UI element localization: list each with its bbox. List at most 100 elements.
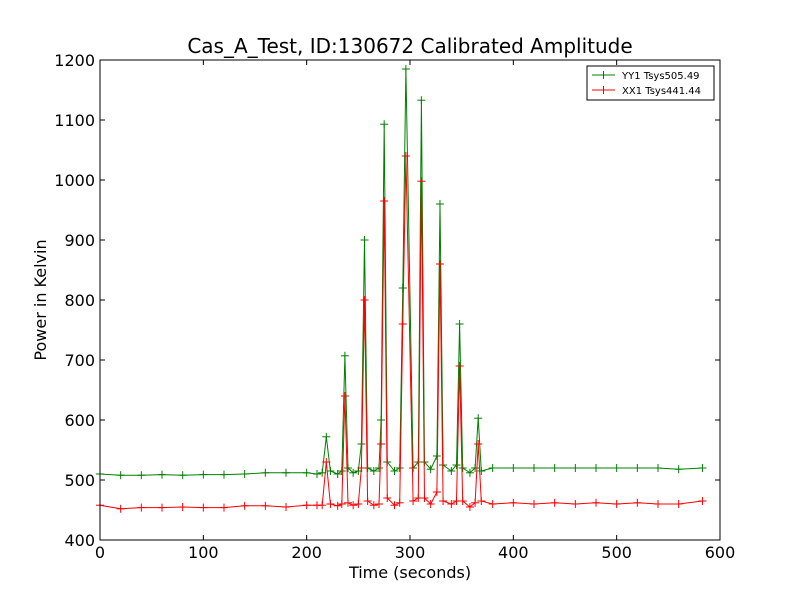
data-point bbox=[158, 503, 166, 512]
data-point bbox=[326, 500, 335, 508]
data-point bbox=[426, 465, 435, 474]
data-point bbox=[471, 464, 480, 472]
data-point bbox=[530, 464, 538, 472]
data-point bbox=[322, 458, 331, 466]
data-point bbox=[375, 500, 383, 508]
data-point bbox=[380, 120, 389, 129]
data-point bbox=[465, 468, 474, 477]
data-point bbox=[465, 503, 474, 511]
data-point bbox=[447, 467, 456, 475]
data-point bbox=[383, 494, 392, 502]
data-point bbox=[592, 464, 600, 472]
data-point bbox=[199, 503, 208, 512]
data-point bbox=[455, 320, 464, 328]
data-point bbox=[674, 465, 683, 474]
data-point bbox=[158, 470, 166, 479]
data-point bbox=[369, 501, 378, 510]
data-point bbox=[435, 260, 444, 268]
data-point bbox=[178, 471, 187, 480]
data-point bbox=[426, 500, 435, 508]
y-tick-label: 600 bbox=[64, 411, 95, 430]
x-axis-label: Time (seconds) bbox=[348, 563, 471, 582]
data-point bbox=[409, 497, 418, 505]
x-tick-label: 200 bbox=[291, 543, 322, 562]
data-point bbox=[458, 497, 467, 505]
y-tick-label: 500 bbox=[64, 471, 95, 490]
data-point bbox=[674, 500, 683, 508]
data-point bbox=[458, 464, 467, 472]
data-point bbox=[530, 500, 538, 508]
data-point bbox=[390, 501, 399, 510]
data-point bbox=[409, 464, 418, 472]
data-point bbox=[633, 498, 642, 507]
legend-label: YY1 Tsys505.49 bbox=[621, 71, 700, 82]
data-point bbox=[137, 503, 146, 512]
data-point bbox=[326, 467, 335, 475]
data-point bbox=[302, 468, 311, 477]
data-point bbox=[420, 494, 429, 502]
data-point bbox=[116, 504, 125, 513]
chart-title: Cas_A_Test, ID:130672 Calibrated Amplitu… bbox=[187, 34, 632, 58]
data-point bbox=[349, 468, 358, 477]
data-point bbox=[435, 200, 444, 208]
data-point bbox=[395, 464, 404, 472]
data-point bbox=[261, 501, 270, 510]
data-point bbox=[178, 503, 187, 511]
data-point bbox=[571, 464, 580, 472]
data-point bbox=[354, 500, 363, 508]
data-point bbox=[477, 467, 486, 475]
data-point bbox=[488, 464, 497, 472]
y-tick-label: 400 bbox=[64, 531, 95, 550]
y-tick-label: 800 bbox=[64, 291, 95, 310]
data-point bbox=[360, 296, 369, 304]
data-point bbox=[261, 468, 270, 477]
data-point bbox=[116, 471, 125, 480]
data-point bbox=[337, 500, 346, 508]
data-point bbox=[360, 236, 369, 244]
data-point bbox=[390, 467, 399, 475]
data-point bbox=[369, 467, 378, 475]
y-tick-label: 900 bbox=[64, 231, 95, 250]
data-point bbox=[398, 284, 407, 292]
data-point bbox=[333, 470, 342, 478]
data-point bbox=[474, 414, 483, 423]
y-tick-label: 700 bbox=[64, 351, 95, 370]
legend-box bbox=[586, 65, 715, 101]
legend: YY1 Tsys505.49 XX1 Tsys441.44 bbox=[586, 65, 715, 101]
data-point bbox=[401, 65, 410, 73]
data-point bbox=[220, 470, 228, 479]
data-point bbox=[477, 497, 486, 505]
data-point bbox=[377, 440, 386, 448]
data-point bbox=[395, 498, 404, 507]
data-point bbox=[340, 392, 349, 400]
data-point bbox=[240, 501, 249, 510]
x-tick-label: 500 bbox=[601, 543, 632, 562]
data-point bbox=[439, 497, 448, 505]
data-point bbox=[509, 464, 518, 472]
data-point bbox=[417, 96, 426, 105]
data-point bbox=[550, 498, 559, 507]
data-point bbox=[344, 498, 352, 507]
x-tick-label: 300 bbox=[395, 543, 426, 562]
data-point bbox=[137, 471, 146, 480]
data-point bbox=[282, 503, 290, 511]
data-point bbox=[401, 152, 410, 160]
data-point bbox=[417, 177, 426, 186]
data-point bbox=[698, 464, 707, 472]
data-point bbox=[357, 464, 366, 472]
data-point bbox=[349, 501, 358, 510]
data-point bbox=[363, 497, 372, 505]
data-point bbox=[199, 470, 208, 479]
data-point bbox=[318, 501, 327, 510]
data-point bbox=[432, 488, 441, 496]
y-tick-label: 1000 bbox=[54, 171, 95, 190]
data-point bbox=[455, 362, 464, 370]
data-point bbox=[633, 464, 642, 472]
x-tick-label: 100 bbox=[188, 543, 219, 562]
data-point bbox=[375, 464, 383, 472]
plot-area bbox=[96, 65, 707, 513]
data-point bbox=[333, 501, 342, 510]
data-point bbox=[282, 468, 290, 477]
